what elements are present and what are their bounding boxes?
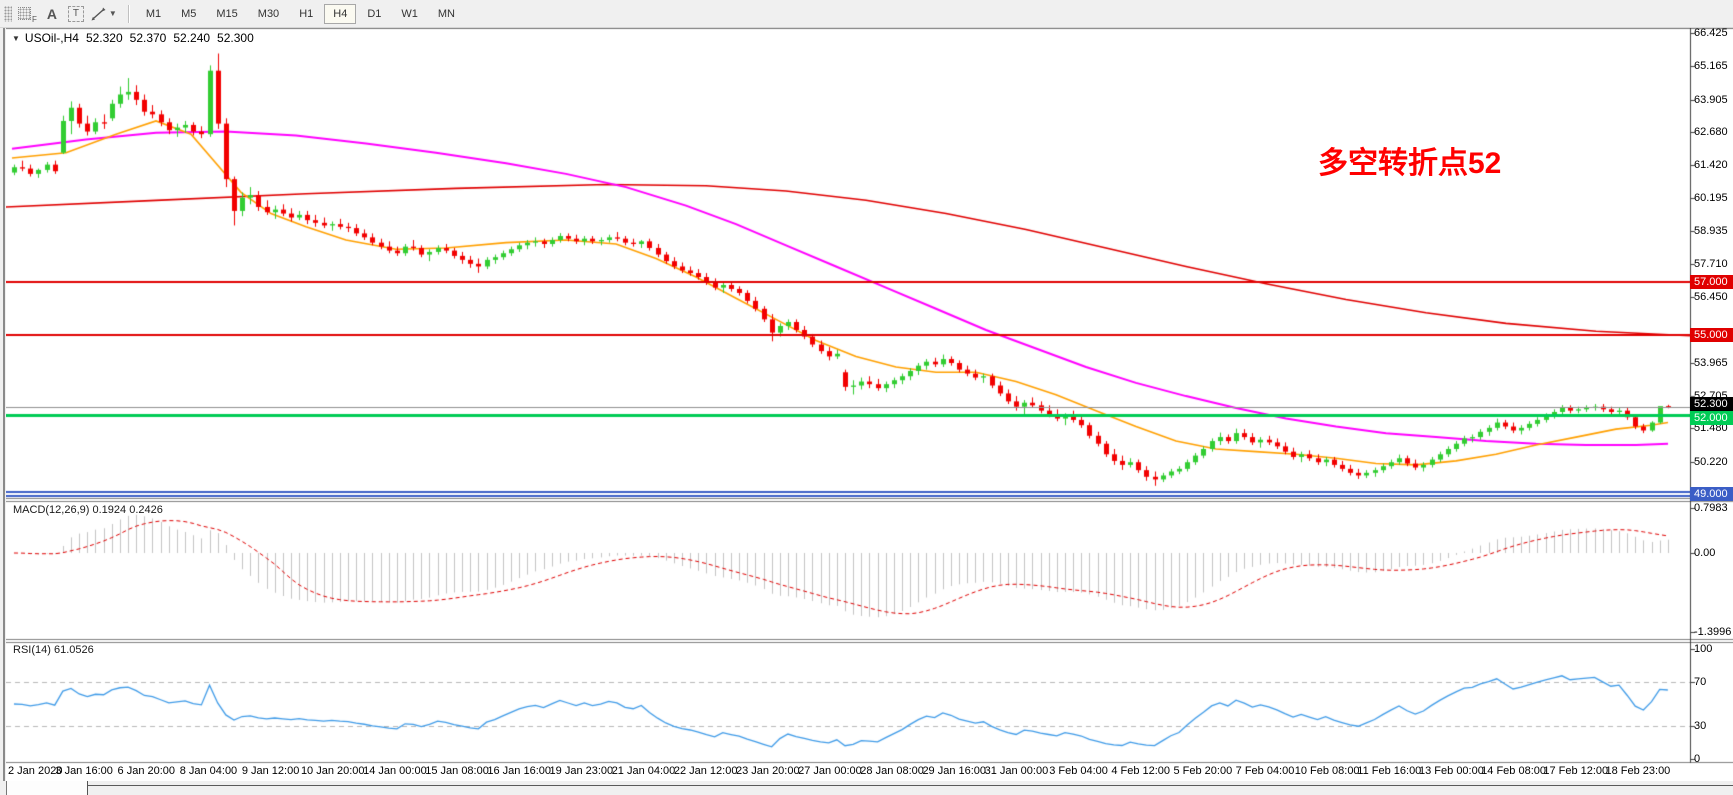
time-label-22: 11 Feb 16:00: [1357, 765, 1422, 777]
time-label-19: 5 Feb 20:00: [1173, 765, 1233, 777]
symbol-ohlc-line: ▼ USOil-,H4 52.320 52.370 52.240 52.300: [12, 31, 261, 45]
time-label-7: 15 Jan 08:00: [425, 765, 489, 777]
tf-button-MN[interactable]: MN: [429, 4, 464, 24]
macd-scale-0.7983: 0.7983: [1694, 501, 1728, 514]
time-label-26: 18 Feb 23:00: [1605, 765, 1671, 777]
rsi-scale-30: 30: [1694, 720, 1707, 732]
toolbar-separator: [127, 4, 130, 23]
time-label-5: 10 Jan 20:00: [300, 765, 365, 777]
chart-tabs-strip: [0, 781, 1733, 795]
time-label-24: 14 Feb 08:00: [1481, 765, 1547, 777]
time-label-12: 23 Jan 20:00: [735, 765, 800, 777]
time-label-20: 7 Feb 04:00: [1235, 765, 1295, 777]
price-tick-51.480: 51.480: [1694, 422, 1728, 435]
rsi-scale-70: 70: [1694, 676, 1707, 688]
price-tick-50.220: 50.220: [1694, 455, 1728, 468]
macd-label: MACD(12,26,9) 0.1924 0.2426: [13, 504, 163, 516]
price-tick-62.680: 62.680: [1694, 126, 1728, 139]
time-label-3: 8 Jan 04:00: [179, 765, 238, 777]
price-badge-49.000: 49.000: [1690, 486, 1733, 501]
time-label-9: 19 Jan 23:00: [549, 765, 614, 777]
window-left-frame: [3, 28, 5, 781]
rsi-scale-100: 100: [1694, 643, 1713, 655]
tf-button-D1[interactable]: D1: [358, 4, 390, 24]
time-label-8: 16 Jan 16:00: [487, 765, 551, 777]
price-badge-57.000: 57.000: [1690, 275, 1733, 290]
tf-button-M1[interactable]: M1: [137, 4, 170, 24]
dropdown-caret-icon: ▼: [108, 9, 117, 18]
text-object-icon: T: [67, 5, 84, 22]
time-label-10: 21 Jan 04:00: [611, 765, 676, 777]
rsi-label: RSI(14) 61.0526: [13, 644, 94, 656]
time-label-16: 31 Jan 00:00: [984, 765, 1049, 777]
price-tick-63.905: 63.905: [1694, 93, 1728, 106]
macd-scale--1.3996: -1.3996: [1694, 625, 1732, 638]
text-object-button[interactable]: T: [64, 3, 88, 25]
macd-value-signal: 0.2426: [129, 504, 163, 516]
price-tick-58.935: 58.935: [1694, 225, 1728, 238]
templates-grid-button[interactable]: F: [15, 3, 40, 25]
time-label-21: 10 Feb 08:00: [1294, 765, 1360, 777]
symbol-label: USOil-,H4: [24, 31, 79, 45]
price-badge-52.000: 52.000: [1690, 410, 1733, 425]
timeframe-group: M1 M5 M15 M30 H1 H4 D1 W1 MN: [136, 3, 465, 24]
time-label-11: 22 Jan 12:00: [673, 765, 738, 777]
price-badge-52.300: 52.300: [1690, 396, 1733, 411]
tf-button-M30[interactable]: M30: [249, 4, 288, 24]
time-label-4: 9 Jan 12:00: [241, 765, 300, 777]
macd-value-main: 0.1924: [92, 504, 127, 516]
price-chart-canvas[interactable]: [6, 28, 1733, 781]
time-label-0: 2 Jan 2020: [8, 765, 63, 777]
price-tick-56.450: 56.450: [1694, 290, 1728, 303]
macd-name: MACD(12,26,9): [13, 504, 90, 516]
time-label-15: 29 Jan 16:00: [922, 765, 987, 777]
cycle-arrows-icon: [91, 7, 106, 20]
collapse-triangle-icon[interactable]: ▼: [12, 34, 20, 43]
price-tick-60.195: 60.195: [1694, 191, 1728, 204]
font-a-button[interactable]: A: [40, 3, 64, 25]
time-label-13: 27 Jan 00:00: [798, 765, 862, 777]
grid-icon: [18, 7, 31, 20]
time-label-1: 3 Jan 16:00: [55, 765, 113, 777]
time-label-2: 6 Jan 20:00: [117, 765, 176, 777]
time-label-18: 4 Feb 12:00: [1111, 765, 1171, 777]
price-badge-55.000: 55.000: [1690, 328, 1733, 343]
macd-scale-0.00: 0.00: [1694, 547, 1716, 559]
price-tick-57.710: 57.710: [1694, 257, 1728, 270]
time-label-14: 28 Jan 08:00: [860, 765, 924, 777]
toolbar: F A T ▼ M1 M5 M15 M30 H1 H4 D1 W1 MN: [0, 0, 1733, 28]
tf-button-M15[interactable]: M15: [207, 4, 246, 24]
tab-shelf-line: [86, 785, 1733, 786]
time-label-17: 3 Feb 04:00: [1049, 765, 1108, 777]
tf-button-H1[interactable]: H1: [290, 4, 322, 24]
chart-tab[interactable]: [6, 781, 88, 795]
tf-button-W1[interactable]: W1: [392, 4, 427, 24]
price-tick-66.425: 66.425: [1694, 27, 1728, 39]
ohlc-open: 52.320: [85, 31, 123, 45]
time-label-6: 14 Jan 00:00: [363, 765, 427, 777]
price-tick-61.420: 61.420: [1694, 159, 1728, 172]
tf-button-M5[interactable]: M5: [172, 4, 205, 24]
rsi-value: 61.0526: [53, 644, 94, 656]
grid-f-label: F: [32, 14, 37, 24]
font-a-icon: A: [46, 5, 57, 22]
ohlc-low: 52.240: [173, 31, 211, 45]
time-label-23: 13 Feb 00:00: [1419, 765, 1484, 777]
time-label-25: 17 Feb 12:00: [1543, 765, 1609, 777]
ohlc-high: 52.370: [129, 31, 167, 45]
rsi-name: RSI(14): [13, 644, 51, 656]
ohlc-close: 52.300: [217, 31, 254, 45]
tf-button-H4[interactable]: H4: [324, 3, 357, 24]
toolbar-drag-handle[interactable]: [4, 5, 12, 22]
cycle-arrows-button[interactable]: ▼: [88, 3, 120, 25]
rsi-scale-0: 0: [1694, 753, 1701, 765]
price-tick-53.965: 53.965: [1694, 356, 1728, 369]
annotation-text[interactable]: 多空转折点52: [1318, 147, 1502, 180]
price-tick-65.165: 65.165: [1694, 60, 1728, 73]
